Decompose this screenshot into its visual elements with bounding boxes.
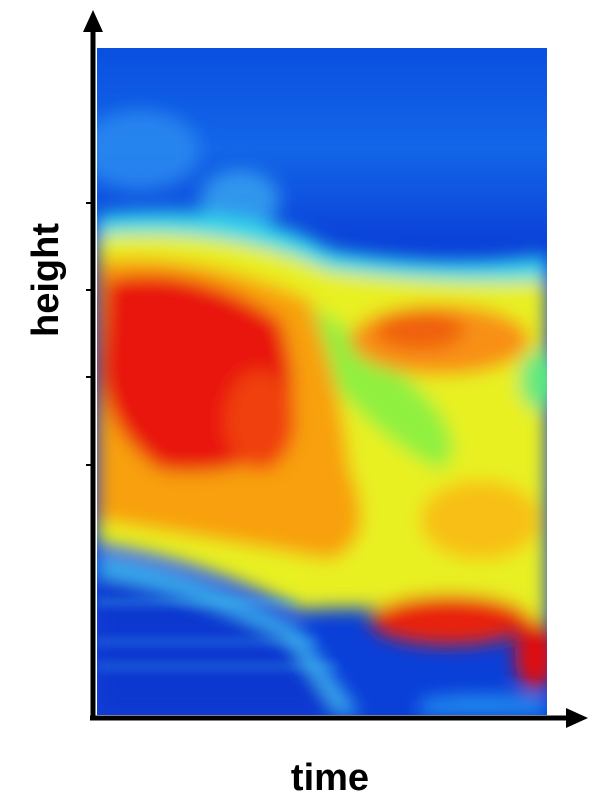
heatmap-image [97,48,547,715]
y-arrow [83,10,103,32]
x-arrow [566,708,588,728]
axes [86,24,574,721]
x-axis-label: time [291,757,369,799]
y-axis-label: height [25,223,67,337]
